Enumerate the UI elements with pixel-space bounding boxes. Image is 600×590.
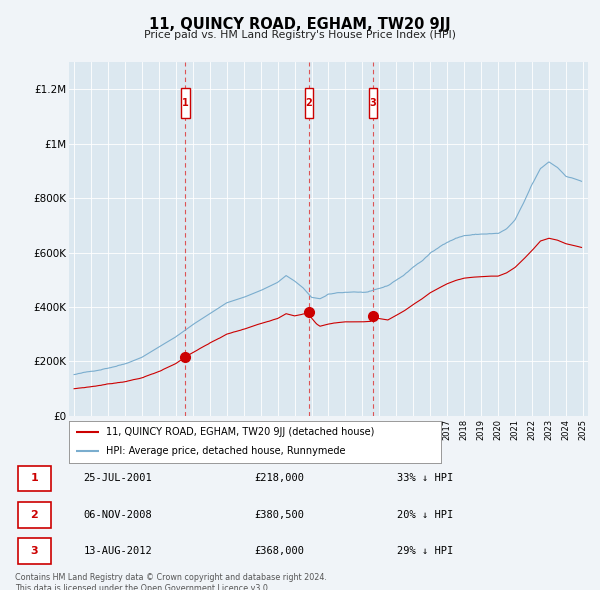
Text: £218,000: £218,000 <box>254 474 304 483</box>
Text: 25-JUL-2001: 25-JUL-2001 <box>83 474 152 483</box>
Text: Contains HM Land Registry data © Crown copyright and database right 2024.
This d: Contains HM Land Registry data © Crown c… <box>15 573 327 590</box>
FancyBboxPatch shape <box>18 538 51 564</box>
Text: HPI: Average price, detached house, Runnymede: HPI: Average price, detached house, Runn… <box>106 446 346 456</box>
Text: £380,500: £380,500 <box>254 510 304 520</box>
Text: 20% ↓ HPI: 20% ↓ HPI <box>397 510 453 520</box>
Text: 1: 1 <box>182 98 189 108</box>
Text: 11, QUINCY ROAD, EGHAM, TW20 9JJ: 11, QUINCY ROAD, EGHAM, TW20 9JJ <box>149 17 451 31</box>
FancyBboxPatch shape <box>18 466 51 491</box>
FancyBboxPatch shape <box>368 88 377 118</box>
Text: 11, QUINCY ROAD, EGHAM, TW20 9JJ (detached house): 11, QUINCY ROAD, EGHAM, TW20 9JJ (detach… <box>106 427 374 437</box>
Text: 1: 1 <box>31 474 38 483</box>
Text: £368,000: £368,000 <box>254 546 304 556</box>
Text: 06-NOV-2008: 06-NOV-2008 <box>83 510 152 520</box>
Text: 3: 3 <box>31 546 38 556</box>
FancyBboxPatch shape <box>18 502 51 528</box>
Text: Price paid vs. HM Land Registry's House Price Index (HPI): Price paid vs. HM Land Registry's House … <box>144 30 456 40</box>
Text: 33% ↓ HPI: 33% ↓ HPI <box>397 474 453 483</box>
Text: 2: 2 <box>305 98 312 108</box>
Text: 13-AUG-2012: 13-AUG-2012 <box>83 546 152 556</box>
Text: 2: 2 <box>31 510 38 520</box>
FancyBboxPatch shape <box>305 88 313 118</box>
Text: 29% ↓ HPI: 29% ↓ HPI <box>397 546 453 556</box>
Text: 3: 3 <box>370 98 376 108</box>
FancyBboxPatch shape <box>181 88 190 118</box>
